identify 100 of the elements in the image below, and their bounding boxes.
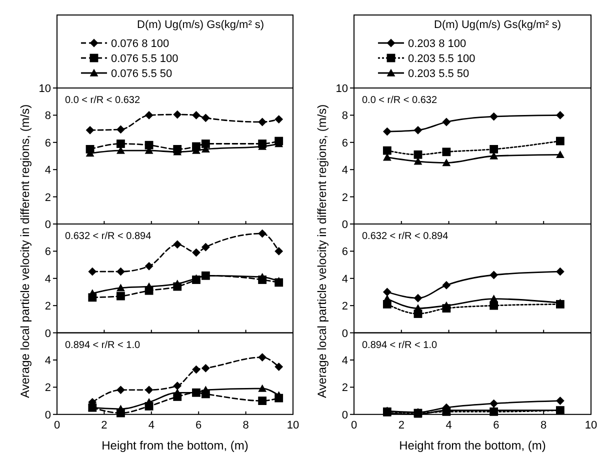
y-tick-label: 2 xyxy=(44,192,51,204)
point xyxy=(414,150,422,159)
y-tick-label: 6 xyxy=(342,246,348,258)
point xyxy=(274,115,284,124)
x-tick-label: 10 xyxy=(286,419,300,432)
y-tick-label: 4 xyxy=(342,355,348,367)
x-tick-label: 6 xyxy=(493,419,500,432)
x-tick-label: 6 xyxy=(196,419,202,432)
point xyxy=(173,240,182,249)
x-tick-label: 0 xyxy=(54,419,60,432)
x-tick-label: 0 xyxy=(350,419,358,432)
y-tick-label: 0 xyxy=(342,219,348,231)
point xyxy=(490,145,498,154)
y-tick-label: 4 xyxy=(342,164,348,177)
y-tick-label: 10 xyxy=(38,83,51,95)
annotation: 0.632 < r/R < 0.894 xyxy=(362,231,449,242)
y-tick-label: 2 xyxy=(44,300,51,313)
annotation: 0.632 < r/R < 0.894 xyxy=(65,231,152,242)
x-axis-title: Height from the bottom, (m) xyxy=(102,438,248,452)
annotation: 0.894 < r/R < 1.0 xyxy=(362,340,438,351)
y-tick-label: 10 xyxy=(336,83,348,95)
y-tick-label: 0 xyxy=(342,409,348,422)
legend-title: D(m) Ug(m/s) Gs(kg/m² s) xyxy=(434,19,562,31)
point xyxy=(556,396,564,405)
point xyxy=(192,365,200,374)
point xyxy=(556,136,564,146)
y-tick-label: 2 xyxy=(342,300,348,313)
point xyxy=(144,386,154,394)
point xyxy=(144,262,154,270)
x-tick-label: 8 xyxy=(540,419,547,432)
point xyxy=(556,267,564,276)
point xyxy=(382,288,392,296)
y-tick-label: 8 xyxy=(342,110,348,122)
annotation: 0.0 < r/R < 0.632 xyxy=(65,95,140,106)
point xyxy=(201,364,210,372)
y-tick-label: 4 xyxy=(44,164,51,177)
point xyxy=(442,281,451,290)
y-tick-label: 2 xyxy=(342,382,348,394)
point xyxy=(173,110,182,119)
x-tick-label: 4 xyxy=(446,419,452,432)
y-tick-label: 0 xyxy=(44,219,51,231)
annotation: 0.894 < r/R < 1.0 xyxy=(65,340,140,351)
y-tick-label: 2 xyxy=(44,382,51,394)
point xyxy=(490,399,498,408)
point xyxy=(258,229,267,238)
legend-label: 0.076 8 100 xyxy=(111,38,170,50)
y-axis-title: Average local particle velocity in different regions, (m/s) xyxy=(315,104,329,398)
point xyxy=(258,384,267,392)
x-tick-label: 2 xyxy=(101,419,108,432)
legend-label: 0.076 5.5 100 xyxy=(111,53,178,65)
y-tick-label: 0 xyxy=(342,328,348,340)
y-tick-label: 8 xyxy=(44,110,51,122)
y-tick-label: 0 xyxy=(44,328,51,340)
point xyxy=(144,398,154,406)
x-axis-title: Height from the bottom, (m) xyxy=(399,438,546,452)
legend-label: 0.203 5.5 100 xyxy=(408,53,476,65)
legend-title: D(m) Ug(m/s) Gs(kg/m² s) xyxy=(137,19,264,31)
point xyxy=(274,247,284,256)
point xyxy=(88,267,97,276)
legend-label: 0.203 5.5 50 xyxy=(408,68,470,80)
y-tick-label: 2 xyxy=(342,192,348,204)
point xyxy=(173,382,182,390)
point xyxy=(116,140,125,148)
x-tick-label: 10 xyxy=(584,419,597,432)
point xyxy=(490,270,498,280)
point xyxy=(490,112,498,121)
y-tick-label: 6 xyxy=(44,137,51,150)
y-tick-label: 4 xyxy=(44,355,51,367)
point xyxy=(274,362,284,371)
y-tick-label: 4 xyxy=(44,273,51,286)
annotation: 0.0 < r/R < 0.632 xyxy=(362,95,438,106)
point xyxy=(116,386,125,394)
point xyxy=(382,146,392,155)
point xyxy=(414,294,422,302)
point xyxy=(201,140,210,148)
point xyxy=(414,304,422,312)
point xyxy=(442,148,451,156)
point xyxy=(442,158,451,166)
x-tick-label: 4 xyxy=(148,419,154,432)
point xyxy=(556,150,564,158)
y-tick-label: 6 xyxy=(44,246,51,258)
point xyxy=(116,125,125,134)
point xyxy=(414,126,422,134)
point xyxy=(258,118,267,126)
point xyxy=(116,284,125,292)
legend-label: 0.203 8 100 xyxy=(408,38,466,50)
y-tick-label: 0 xyxy=(44,409,51,422)
point xyxy=(490,301,498,310)
point xyxy=(442,118,451,126)
x-tick-label: 8 xyxy=(242,419,249,432)
point xyxy=(86,126,94,134)
y-tick-label: 6 xyxy=(342,137,348,150)
point xyxy=(144,111,154,120)
point xyxy=(258,396,267,405)
point xyxy=(201,114,210,122)
point xyxy=(201,242,210,252)
y-axis-title: Average local particle velocity in different regions, (m/s) xyxy=(18,104,32,398)
point xyxy=(490,294,498,302)
point xyxy=(192,111,200,120)
point xyxy=(192,248,200,257)
